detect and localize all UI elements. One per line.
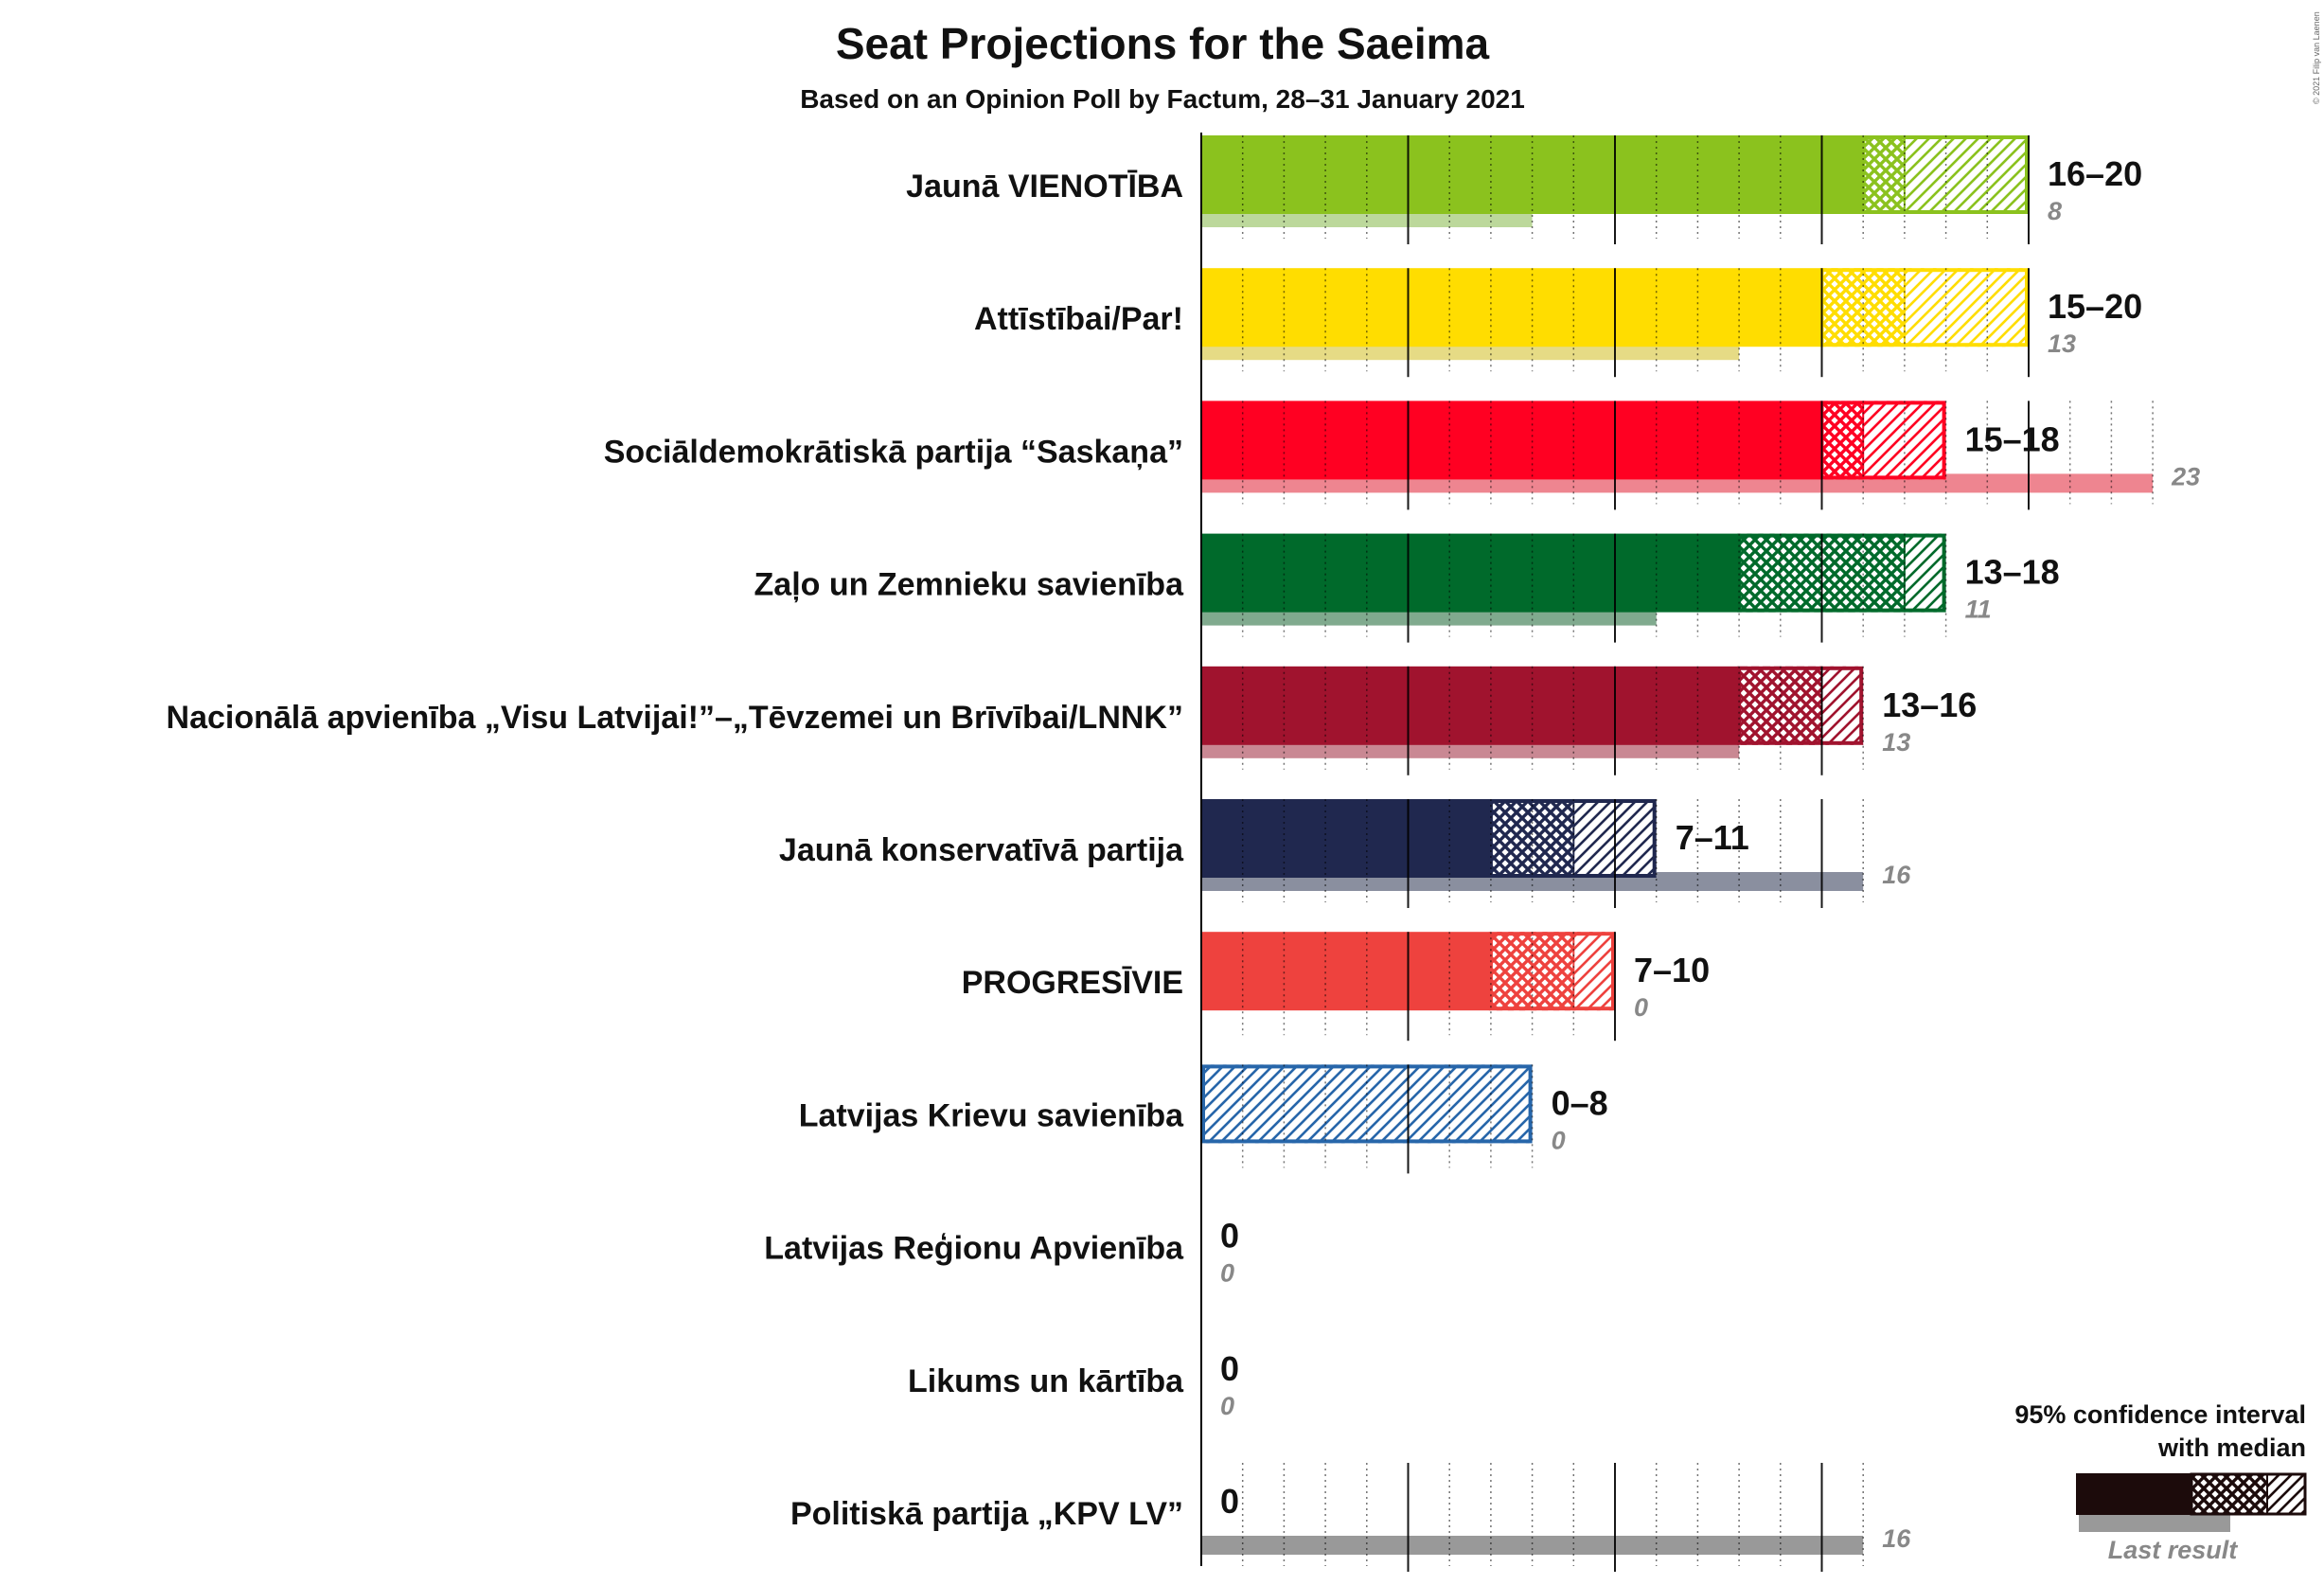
projection-outline — [1737, 666, 1864, 745]
projection-hatch-bar — [1904, 533, 1946, 613]
last-result-label: 0 — [1552, 1126, 1566, 1154]
legend-solid-swatch — [2076, 1473, 2191, 1515]
party-label: Jaunā VIENOTĪBA — [906, 169, 1183, 205]
legend-subtitle: with median — [2157, 1434, 2306, 1462]
last-result-label: 0 — [1220, 1392, 1234, 1420]
party-label: Likums un kārtība — [908, 1363, 1184, 1399]
party-label: Jaunā konservatīvā partija — [779, 832, 1184, 868]
last-result-label: 8 — [2048, 197, 2062, 225]
legend-hatch-swatch — [2267, 1473, 2306, 1515]
party-label: Sociāldemokrātiskā partija “Saskaņa” — [604, 434, 1183, 470]
projection-hatch-bar — [1821, 666, 1864, 745]
projection-crosshatch-bar — [1863, 135, 1905, 214]
last-result-label: 16 — [1882, 861, 1911, 889]
party-row: Zaļo un Zemnieku savienība 13–18 11 — [754, 533, 2060, 643]
range-label: 13–16 — [1882, 686, 1977, 724]
range-label: 7–10 — [1634, 951, 1710, 989]
party-row: Latvijas Reģionu Apvienība 0 0 — [764, 1217, 1239, 1288]
legend-last-result-label: Last result — [2108, 1536, 2239, 1564]
party-row: Nacionālā apvienība „Visu Latvijai!”–„Tē… — [167, 666, 1977, 775]
projection-solid-bar — [1201, 666, 1740, 745]
last-result-label: 0 — [1634, 993, 1648, 1022]
copyright-text: © 2021 Filip van Laenen — [2312, 11, 2321, 104]
range-label: 16–20 — [2048, 154, 2142, 193]
range-label: 0 — [1220, 1482, 1239, 1521]
party-row: Sociāldemokrātiskā partija “Saskaņa” 15–1… — [604, 401, 2200, 510]
projection-solid-bar — [1201, 401, 1822, 480]
range-label: 7–11 — [1676, 818, 1749, 857]
range-label: 0–8 — [1552, 1083, 1608, 1122]
projection-hatch-bar — [1904, 268, 2029, 347]
last-result-label: 0 — [1220, 1259, 1234, 1288]
party-row: Attīstībai/Par! 15–20 13 — [974, 268, 2142, 378]
party-label: Attīstībai/Par! — [974, 301, 1183, 337]
last-result-label: 23 — [2171, 462, 2200, 490]
projection-solid-bar — [1201, 268, 1822, 347]
party-label: Latvijas Reģionu Apvienība — [764, 1231, 1184, 1267]
range-label: 0 — [1220, 1217, 1239, 1256]
party-label: Zaļo un Zemnieku savienība — [754, 567, 1185, 603]
last-result-label: 13 — [2048, 329, 2076, 358]
projection-solid-bar — [1201, 932, 1491, 1011]
range-label: 15–18 — [1965, 419, 2060, 458]
party-row: Jaunā VIENOTĪBA 16–20 8 — [906, 135, 2142, 244]
projection-hatch-bar — [1904, 135, 2029, 214]
party-label: Latvijas Krievu savienība — [799, 1097, 1184, 1133]
party-row: PROGRESĪVIE 7–10 0 — [962, 932, 1710, 1042]
party-label: PROGRESĪVIE — [962, 965, 1183, 1001]
legend-title: 95% confidence interval — [2014, 1400, 2306, 1429]
range-label: 13–18 — [1965, 553, 2060, 592]
projection-outline — [1488, 932, 1616, 1011]
party-rows: Jaunā VIENOTĪBA 16–20 8 Attīstībai/Par! 15–2… — [167, 135, 2200, 1572]
legend: 95% confidence interval with median Last r… — [2014, 1400, 2307, 1564]
projection-solid-bar — [1201, 799, 1491, 878]
last-result-label: 11 — [1965, 596, 1992, 624]
chart-subtitle: Based on an Opinion Poll by Factum, 28–3… — [800, 84, 1525, 114]
projection-solid-bar — [1201, 533, 1740, 613]
party-label: Politiskā partija „KPV LV” — [790, 1496, 1183, 1532]
legend-last-result-bar — [2079, 1513, 2230, 1532]
last-result-label: 16 — [1882, 1524, 1911, 1553]
party-row: Jaunā konservatīvā partija 7–11 16 — [779, 799, 1911, 908]
party-row: Latvijas Krievu savienība 0–8 0 — [799, 1064, 1608, 1174]
projection-crosshatch-bar — [1821, 401, 1864, 480]
projection-outline — [1861, 135, 2029, 214]
legend-outline — [2190, 1472, 2307, 1516]
legend-crosshatch-swatch — [2191, 1473, 2267, 1515]
last-result-label: 13 — [1882, 728, 1910, 757]
range-label: 15–20 — [2048, 287, 2142, 326]
party-label: Nacionālā apvienība „Visu Latvijai!”–„Tē… — [167, 700, 1183, 736]
projection-outline — [1737, 533, 1946, 613]
party-row: Politiskā partija „KPV LV” 0 16 — [790, 1463, 1911, 1572]
party-row: Likums un kārtība 0 0 — [908, 1349, 1239, 1420]
projection-hatch-bar — [1573, 932, 1615, 1011]
range-label: 0 — [1220, 1349, 1239, 1388]
chart-title: Seat Projections for the Saeima — [836, 19, 1490, 68]
